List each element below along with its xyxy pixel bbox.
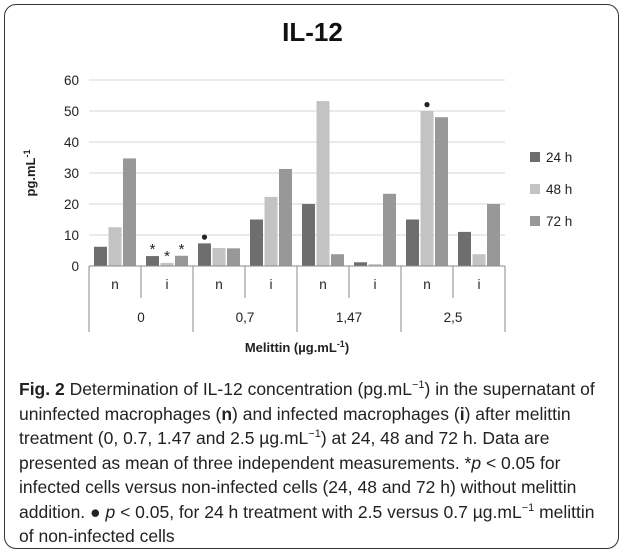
x-group-label: 1,47 [336,310,362,325]
bar [175,255,188,266]
x-group-label: 0,7 [236,310,255,325]
caption-text-8: melittin of non-infected cells [19,501,595,547]
x-category-label: n [319,277,327,292]
legend-swatch [530,184,540,194]
y-tick-label: 30 [64,166,79,181]
x-category-label: n [423,277,431,292]
x-axis-title-end: ) [345,340,349,355]
bar [420,111,434,266]
x-axis-title: Melittin (µg.mL-1) [245,339,349,355]
significance-marker: * [150,241,156,258]
bar [435,117,448,266]
x-category-label: i [270,277,273,292]
bar [383,193,396,266]
y-tick-label: 10 [64,228,79,243]
bar [354,262,367,266]
x-category-label: n [111,277,119,292]
bar [487,204,500,266]
legend-swatch [530,216,540,226]
caption-sup-3: −1 [521,501,535,514]
y-axis-title: pg.mL-1 [22,149,38,196]
y-tick-label: 40 [64,135,79,150]
x-axis-title-text: Melittin (µg.mL [245,340,337,355]
caption-text-1: Determination of IL-12 concentration (pg… [64,379,412,399]
bar [108,227,122,266]
figure-caption: Fig. 2 Determination of IL-12 concentrat… [19,377,609,548]
legend-label: 48 h [546,182,572,197]
significance-marker: * [164,248,170,265]
x-group-label: 2,5 [444,310,463,325]
bar [146,256,159,266]
caption-text-2: ) in the supernatant of uninfected macro… [19,379,595,424]
bar [302,204,315,266]
caption-text-6: < 0.05 for infected cells versus non-inf… [19,452,577,522]
bar [212,248,226,266]
caption-label: Fig. 2 [19,379,65,399]
bar [472,254,486,266]
caption-text-4: ) after melittin treatment (0, 0.7, 1.47… [19,403,571,449]
figure-frame: IL-12 0 10 20 30 40 50 60 * * * ● ● n i n i n i n i 0 0,7 1,47… [4,4,619,549]
legend-label: 24 h [546,150,572,165]
bar [250,219,263,266]
y-tick-label: 50 [64,104,79,119]
significance-marker: ● [423,97,430,111]
y-tick-label: 60 [64,73,79,88]
caption-text-3: ) and infected macrophages ( [232,403,460,424]
caption-text-5: ) at 24, 48 and 72 h. Data are presented… [19,428,550,473]
y-tick-label: 0 [71,259,79,274]
bar [368,264,382,266]
bar [227,248,240,266]
bar [279,168,292,266]
bar [406,219,419,266]
x-category-label: i [478,277,481,292]
y-axis-title-text: pg.mL [23,157,38,196]
bar [198,243,211,266]
significance-marker: ● [201,229,208,243]
x-category-label: n [215,277,223,292]
chart-area: 0 10 20 30 40 50 60 * * * ● ● n i n i n i n i 0 0,7 1,47 2,5 Mel… [22,73,572,355]
caption-sup-1: −1 [411,379,425,392]
x-group-label: 0 [137,310,145,325]
x-category-label: i [374,277,377,292]
legend-label: 72 h [546,214,572,229]
y-axis-title-sup: -1 [22,149,32,157]
significance-marker: * [179,241,185,258]
caption-p-2: p [105,501,116,522]
bar [160,262,174,266]
y-tick-label: 20 [64,197,79,212]
chart-title: IL-12 [282,17,343,47]
bar [458,231,471,266]
bar [264,196,278,266]
caption-p-1: p [471,452,482,473]
caption-i-letter: i [459,403,465,424]
bar [331,254,344,266]
x-category-label: i [166,277,169,292]
legend-swatch [530,152,540,162]
x-axis-title-sup: -1 [337,339,345,349]
caption-sup-2: −1 [308,428,321,441]
bar [123,158,136,266]
caption-n-letter: n [221,403,233,424]
bar [94,246,107,266]
bar [316,101,330,266]
caption-text-7: < 0.05, for 24 h treatment with 2.5 vers… [115,501,522,522]
